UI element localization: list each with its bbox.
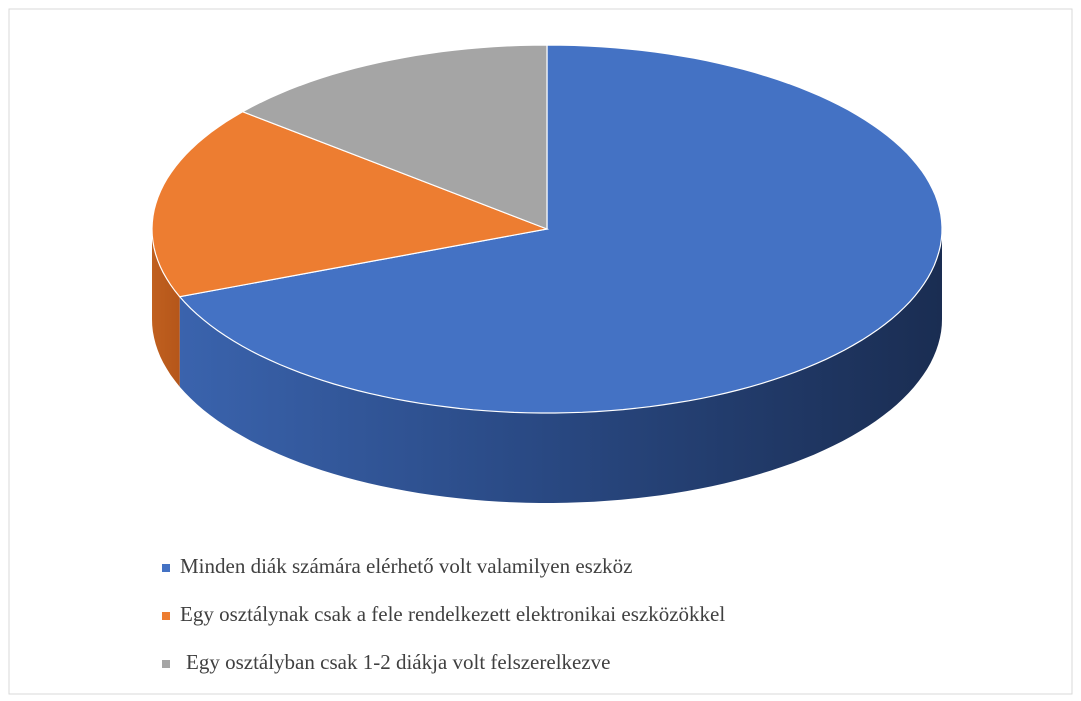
legend-label: Minden diák számára elérhető volt valami… <box>180 554 633 578</box>
slice-side <box>179 229 942 503</box>
slice-side <box>152 229 180 387</box>
slice <box>178 44 943 414</box>
legend-label: Egy osztályban csak 1-2 diákja volt fels… <box>186 650 611 674</box>
slice <box>241 44 548 230</box>
slice <box>151 111 550 298</box>
legend-swatch <box>162 612 170 620</box>
legend-swatch <box>162 660 170 668</box>
legend-swatch <box>162 564 170 572</box>
legend-label: Egy osztálynak csak a fele rendelkezett … <box>180 602 725 626</box>
